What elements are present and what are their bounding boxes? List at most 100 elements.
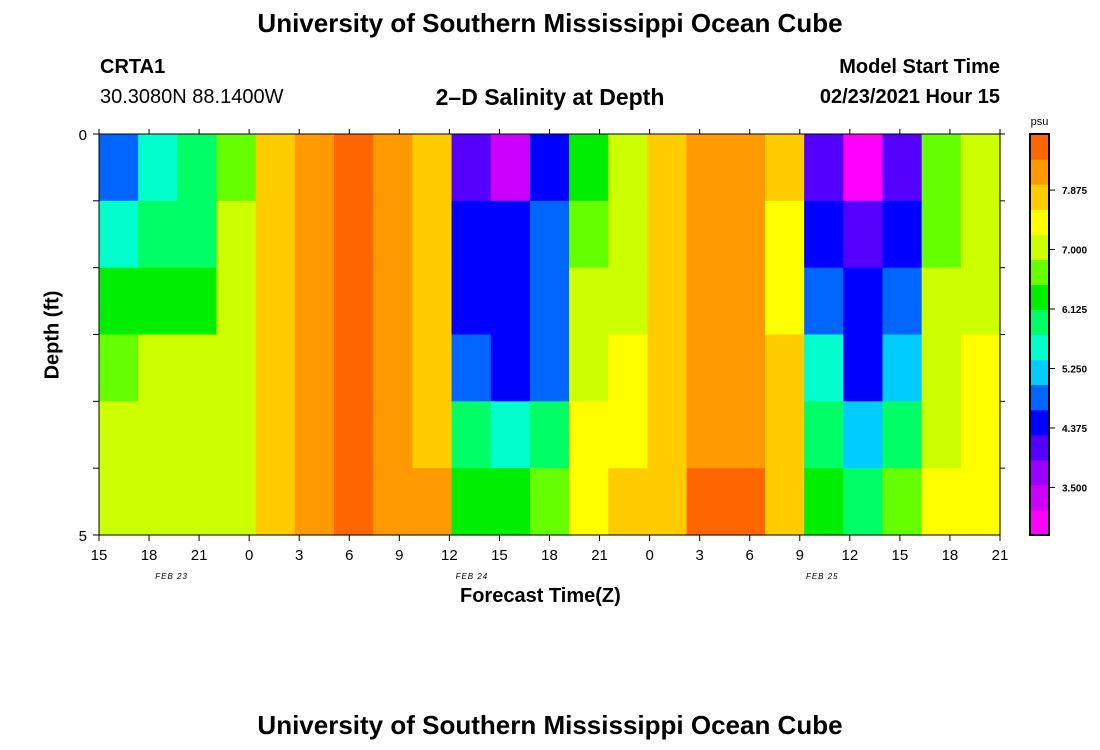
x-tick-label: 21 [992, 547, 1009, 564]
heatmap-cell [177, 401, 218, 469]
heatmap-cell [921, 401, 962, 469]
heatmap-cell [764, 200, 805, 269]
x-tick-label: 6 [345, 547, 353, 564]
heatmap-cell [177, 267, 218, 336]
heatmap-cell [921, 134, 962, 202]
y-tick-label: 0 [79, 127, 87, 144]
footer-title: University of Southern Mississippi Ocean… [257, 710, 843, 740]
heatmap-cell [647, 401, 688, 469]
heatmap-cell [882, 200, 923, 269]
colorbar-tick-label: 4.375 [1062, 424, 1087, 435]
heatmap-cell [569, 401, 609, 469]
colorbar-segment [1030, 434, 1049, 461]
heatmap-cell [529, 134, 570, 202]
colorbar: psu 7.875 7.000 6.125 5.250 4.375 3.500 [1029, 116, 1087, 536]
colorbar-segment [1030, 134, 1049, 160]
heatmap-cell [804, 468, 844, 536]
colorbar-segment [1030, 359, 1049, 386]
heatmap-cell [882, 468, 923, 536]
main-title: University of Southern Mississippi Ocean… [257, 8, 843, 38]
x-tick-label: 0 [645, 547, 653, 564]
heatmap-cell [99, 267, 139, 336]
heatmap-cell [490, 334, 531, 402]
x-tick-label: 12 [841, 547, 858, 564]
heatmap-cell [412, 334, 453, 402]
heatmap-cell [569, 200, 609, 269]
colorbar-segment [1030, 259, 1049, 285]
heatmap-cell [960, 134, 1001, 202]
model-start-value: 02/23/2021 Hour 15 [819, 86, 1000, 108]
colorbar-segment [1030, 384, 1049, 411]
heatmap-cell [921, 468, 962, 536]
x-tick-label: 15 [91, 547, 108, 564]
heatmap-cell [725, 468, 766, 536]
heatmap-cell [451, 134, 492, 202]
x-tick-label: 21 [591, 547, 608, 564]
x-tick-label: 21 [191, 547, 208, 564]
x-tick-label: 3 [295, 547, 303, 564]
heatmap-cell [804, 401, 844, 469]
heatmap-cell [569, 267, 609, 336]
heatmap-cell [764, 401, 805, 469]
colorbar-segment [1030, 409, 1049, 436]
heatmap-cell [647, 267, 688, 336]
heatmap-cell [177, 334, 218, 402]
heatmap-cell [686, 401, 727, 469]
x-tick-label: 18 [541, 547, 558, 564]
heatmap-cell [216, 401, 257, 469]
heatmap-cell [412, 134, 453, 202]
heatmap-cell [334, 267, 374, 336]
colorbar-segment [1030, 284, 1049, 311]
heatmap-cell [686, 468, 727, 536]
colorbar-segment [1030, 509, 1049, 536]
colorbar-segment [1030, 159, 1049, 185]
x-tick-label: 12 [441, 547, 458, 564]
heatmap-cell [725, 401, 766, 469]
model-start-label: Model Start Time [839, 56, 1000, 78]
heatmap-cell [608, 267, 649, 336]
heatmap-cell [569, 334, 609, 402]
heatmap-cell [216, 267, 257, 336]
heatmap-cell [647, 134, 688, 202]
heatmap-cell [334, 401, 374, 469]
heatmap-cell [294, 401, 335, 469]
colorbar-segment [1030, 309, 1049, 336]
heatmap-cell [373, 200, 413, 269]
heatmap-cell [764, 468, 805, 536]
heatmap-cell [334, 134, 374, 202]
heatmap-cell [804, 334, 844, 402]
y-tick-label: 5 [79, 528, 87, 545]
heatmap-cell [686, 267, 727, 336]
heatmap-cell [529, 200, 570, 269]
chart-title: 2–D Salinity at Depth [435, 84, 665, 110]
heatmap-cell [921, 334, 962, 402]
heatmap-cell [608, 468, 649, 536]
heatmap-cell [255, 267, 296, 336]
heatmap-cell [216, 200, 257, 269]
heatmap-cell [255, 468, 296, 536]
heatmap-cell [686, 334, 727, 402]
heatmap-cell [843, 134, 884, 202]
heatmap-cell [373, 401, 413, 469]
heatmap-cell [412, 468, 453, 536]
heatmap-cell [490, 401, 531, 469]
heatmap-cell [451, 200, 492, 269]
heatmap-cell [608, 134, 649, 202]
heatmap-cell [843, 334, 884, 402]
heatmap-cell [294, 200, 335, 269]
heatmap-cell [921, 267, 962, 336]
heatmap-cell [373, 334, 413, 402]
heatmap-cell [843, 401, 884, 469]
heatmap-cell [99, 200, 139, 269]
x-tick-label: 15 [491, 547, 508, 564]
heatmap-cell [334, 468, 374, 536]
heatmap-cell [99, 334, 139, 402]
heatmap-cell [99, 401, 139, 469]
colorbar-segment [1030, 209, 1049, 235]
colorbar-tick-label: 7.000 [1062, 246, 1087, 257]
heatmap-cell [294, 267, 335, 336]
colorbar-segment [1030, 184, 1049, 210]
heatmap-cell [138, 401, 178, 469]
date-label: FEB 24 [456, 572, 489, 581]
